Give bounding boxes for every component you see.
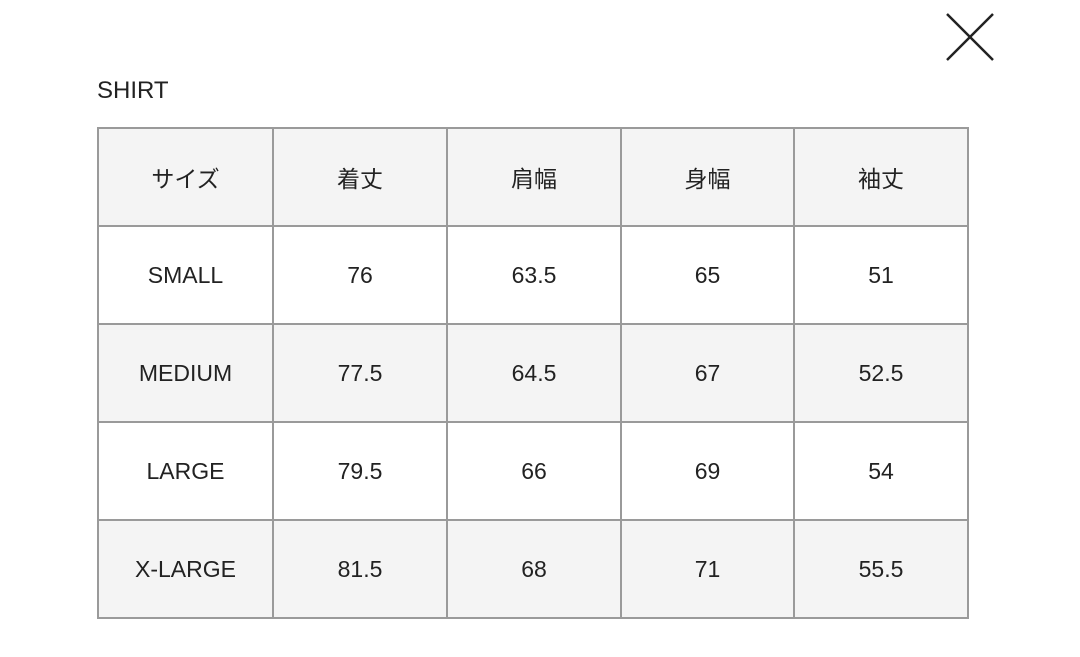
table-cell: 69 bbox=[620, 421, 795, 521]
table-cell: 65 bbox=[620, 225, 795, 325]
table-cell: 76 bbox=[272, 225, 448, 325]
size-cell: X-LARGE bbox=[97, 519, 274, 619]
table-cell: 55.5 bbox=[793, 519, 969, 619]
table-row: MEDIUM 77.5 64.5 67 52.5 bbox=[97, 323, 969, 423]
header-cell: 着丈 bbox=[272, 127, 448, 227]
table-cell: 63.5 bbox=[446, 225, 622, 325]
table-row: X-LARGE 81.5 68 71 55.5 bbox=[97, 519, 969, 619]
table-cell: 52.5 bbox=[793, 323, 969, 423]
table-row: SMALL 76 63.5 65 51 bbox=[97, 225, 969, 325]
size-cell: SMALL bbox=[97, 225, 274, 325]
table-row: LARGE 79.5 66 69 54 bbox=[97, 421, 969, 521]
table-header-row: サイズ 着丈 肩幅 身幅 袖丈 bbox=[97, 127, 969, 227]
close-button[interactable] bbox=[944, 12, 996, 62]
table-cell: 64.5 bbox=[446, 323, 622, 423]
header-cell: 肩幅 bbox=[446, 127, 622, 227]
table-cell: 67 bbox=[620, 323, 795, 423]
size-cell: LARGE bbox=[97, 421, 274, 521]
table-cell: 71 bbox=[620, 519, 795, 619]
table-cell: 81.5 bbox=[272, 519, 448, 619]
table-cell: 77.5 bbox=[272, 323, 448, 423]
page-title: SHIRT bbox=[97, 77, 169, 104]
header-cell: 身幅 bbox=[620, 127, 795, 227]
size-cell: MEDIUM bbox=[97, 323, 274, 423]
table-cell: 51 bbox=[793, 225, 969, 325]
table-cell: 79.5 bbox=[272, 421, 448, 521]
table-cell: 66 bbox=[446, 421, 622, 521]
table-cell: 54 bbox=[793, 421, 969, 521]
close-icon bbox=[946, 13, 994, 61]
size-chart-table: サイズ 着丈 肩幅 身幅 袖丈 SMALL 76 63.5 65 51 MEDI… bbox=[97, 127, 969, 619]
header-cell: 袖丈 bbox=[793, 127, 969, 227]
header-cell: サイズ bbox=[97, 127, 274, 227]
table-cell: 68 bbox=[446, 519, 622, 619]
